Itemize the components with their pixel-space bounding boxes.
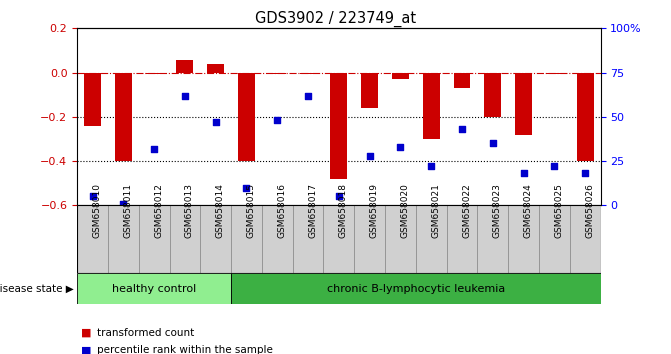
Bar	[207, 64, 224, 73]
Bar	[77, 273, 231, 304]
Text: ■: ■	[81, 328, 91, 338]
Text: GSM658025: GSM658025	[554, 183, 564, 238]
Text: GSM658024: GSM658024	[523, 183, 533, 238]
Point	[457, 126, 468, 132]
Point	[241, 185, 252, 190]
Point	[395, 144, 406, 150]
Text: GSM658017: GSM658017	[308, 183, 317, 238]
Text: GSM658018: GSM658018	[339, 183, 348, 238]
Bar	[238, 73, 255, 161]
Bar	[484, 73, 501, 117]
Bar	[477, 205, 508, 273]
Text: GSM658011: GSM658011	[123, 183, 132, 238]
Bar	[323, 205, 354, 273]
Point	[272, 118, 282, 123]
Text: GSM658020: GSM658020	[401, 183, 409, 238]
Bar	[262, 205, 293, 273]
Bar	[176, 61, 193, 73]
Bar	[515, 73, 532, 135]
Bar	[170, 205, 201, 273]
Text: GSM658022: GSM658022	[462, 183, 471, 238]
Bar	[231, 205, 262, 273]
Text: GSM658014: GSM658014	[215, 183, 225, 238]
Text: GSM658019: GSM658019	[370, 183, 378, 238]
Text: chronic B-lymphocytic leukemia: chronic B-lymphocytic leukemia	[327, 284, 505, 293]
Bar	[508, 205, 539, 273]
Point	[549, 164, 560, 169]
Bar	[269, 73, 286, 74]
Bar	[201, 205, 231, 273]
Point	[580, 171, 590, 176]
Text: ■: ■	[81, 346, 91, 354]
Bar	[77, 205, 108, 273]
Bar	[299, 73, 317, 74]
Text: healthy control: healthy control	[112, 284, 196, 293]
Text: GSM658015: GSM658015	[246, 183, 256, 238]
Text: GSM658021: GSM658021	[431, 183, 440, 238]
Point	[149, 146, 160, 152]
Bar	[576, 73, 594, 161]
Text: transformed count: transformed count	[97, 328, 195, 338]
Bar	[546, 73, 563, 74]
Bar	[115, 73, 132, 161]
Bar	[361, 73, 378, 108]
Text: GSM658013: GSM658013	[185, 183, 194, 238]
Bar	[139, 205, 170, 273]
Point	[518, 171, 529, 176]
Text: GSM658023: GSM658023	[493, 183, 502, 238]
Point	[303, 93, 313, 98]
Bar	[416, 205, 447, 273]
Text: GSM658012: GSM658012	[154, 183, 163, 238]
Point	[333, 194, 344, 199]
Bar	[423, 73, 440, 139]
Bar	[84, 73, 101, 126]
Text: GDS3902 / 223749_at: GDS3902 / 223749_at	[255, 11, 416, 27]
Point	[364, 153, 375, 159]
Bar	[447, 205, 477, 273]
Bar	[570, 205, 601, 273]
Bar	[108, 205, 139, 273]
Bar	[146, 73, 162, 74]
Point	[87, 194, 98, 199]
Bar	[231, 273, 601, 304]
Bar	[354, 205, 385, 273]
Point	[487, 141, 498, 146]
Text: percentile rank within the sample: percentile rank within the sample	[97, 346, 273, 354]
Point	[210, 119, 221, 125]
Bar	[385, 205, 416, 273]
Text: GSM658026: GSM658026	[585, 183, 594, 238]
Point	[426, 164, 437, 169]
Bar	[293, 205, 323, 273]
Bar	[454, 73, 470, 88]
Bar	[392, 73, 409, 79]
Text: GSM658016: GSM658016	[277, 183, 287, 238]
Bar	[330, 73, 348, 179]
Point	[180, 93, 191, 98]
Text: disease state ▶: disease state ▶	[0, 284, 74, 293]
Bar	[539, 205, 570, 273]
Point	[118, 201, 129, 206]
Text: GSM658010: GSM658010	[93, 183, 101, 238]
